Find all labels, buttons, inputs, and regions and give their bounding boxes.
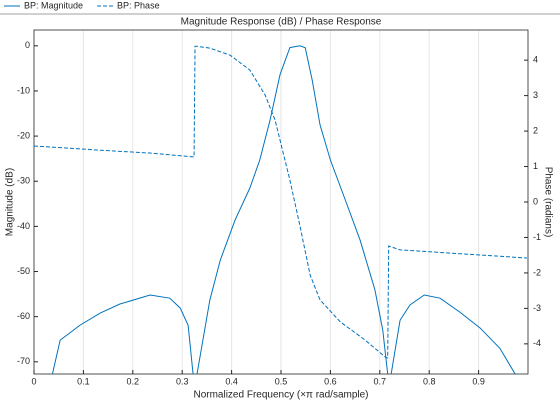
- y-axis-label: Magnitude (dB): [5, 168, 16, 236]
- x-axis-label: Normalized Frequency (×π rad/sample): [193, 390, 368, 401]
- y-tick-label: -30: [17, 176, 30, 186]
- x-tick-label: 0.1: [77, 376, 90, 386]
- series-line: [51, 45, 516, 374]
- x-tick-label: 0.7: [374, 376, 387, 386]
- x-tick-label: 0.4: [225, 376, 238, 386]
- y2-tick-label: -3: [533, 303, 541, 313]
- legend-label: BP: Magnitude: [24, 0, 83, 10]
- y-tick-label: -20: [17, 130, 30, 140]
- y2-tick-label: 4: [533, 55, 538, 65]
- x-tick-label: 0.2: [127, 376, 140, 386]
- x-tick-label: 0.3: [176, 376, 189, 386]
- x-tick-label: 0.8: [423, 376, 436, 386]
- y2-tick-label: 3: [533, 90, 538, 100]
- series-line: [34, 45, 528, 359]
- y2-tick-label: 2: [533, 125, 538, 135]
- y-tick-label: -60: [17, 311, 30, 321]
- plot-clip: [34, 45, 528, 374]
- y2-tick-label: -4: [533, 338, 541, 348]
- x-tick-label: 0.5: [275, 376, 288, 386]
- y2-tick-label: 1: [533, 161, 538, 171]
- x-tick-label: 0.6: [324, 376, 337, 386]
- axes-box: [33, 29, 529, 375]
- y-tick-label: -40: [17, 221, 30, 231]
- y2-tick-label: 0: [533, 196, 538, 206]
- y2-tick-label: -2: [533, 267, 541, 277]
- x-tick-label: 0: [31, 376, 36, 386]
- legend-label: BP: Phase: [117, 0, 160, 10]
- x-tick-label: 0.9: [472, 376, 485, 386]
- y-tick-label: 0: [25, 40, 30, 50]
- y2-tick-label: -1: [533, 232, 541, 242]
- y-tick-label: -70: [17, 356, 30, 366]
- y-tick-label: -50: [17, 266, 30, 276]
- chart-title: Magnitude Response (dB) / Phase Response: [181, 17, 382, 28]
- y2-axis-label: Phase (radians): [542, 167, 553, 238]
- y-tick-label: -10: [17, 85, 30, 95]
